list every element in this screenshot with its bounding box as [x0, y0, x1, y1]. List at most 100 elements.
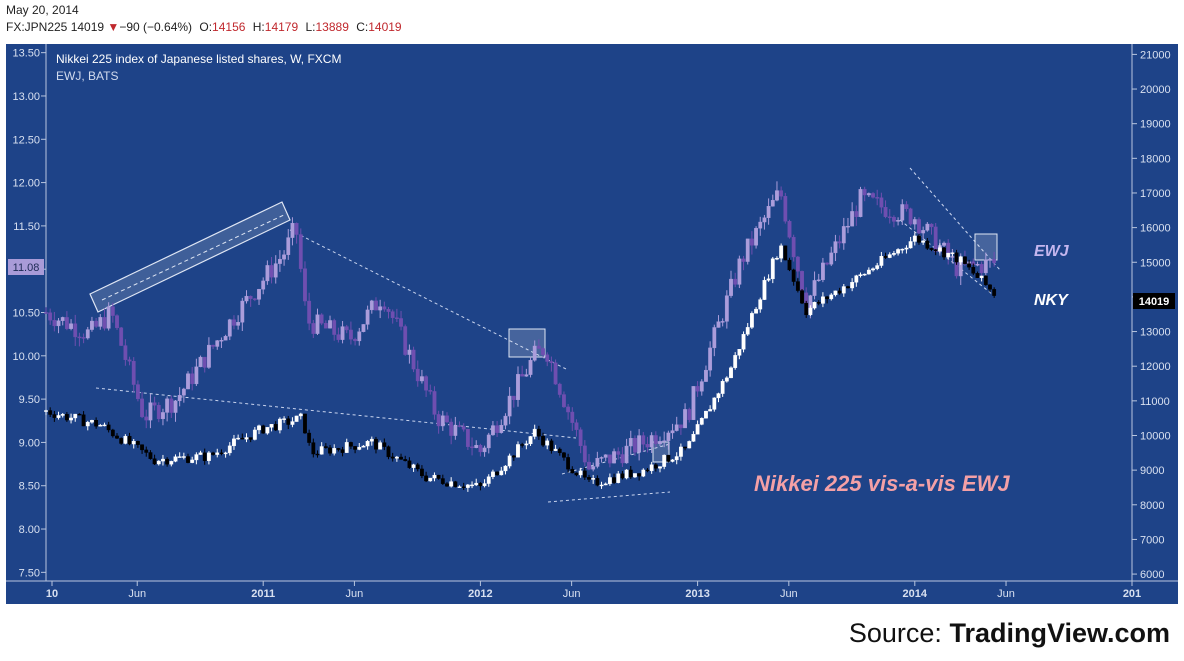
candle-body [94, 420, 99, 427]
candle-body [520, 374, 525, 377]
candle-body [791, 269, 796, 282]
candle-body [269, 265, 274, 278]
candle-body [587, 461, 591, 470]
chart-frame[interactable]: 13.5013.0012.5012.0011.5011.0010.5010.00… [6, 44, 1178, 604]
plot-background[interactable] [6, 44, 1178, 604]
candle-body [674, 424, 679, 431]
candle-body [649, 435, 654, 448]
left-tick-label: 10.50 [12, 308, 40, 320]
nky-candles [44, 232, 997, 492]
candle-body [833, 241, 838, 254]
candle-body [73, 413, 78, 419]
candle-body [382, 442, 387, 447]
candle-body [152, 402, 157, 406]
right-tick-label: 20000 [1140, 84, 1171, 96]
candle-body [424, 376, 428, 391]
candle-body [411, 349, 416, 370]
candle-body [315, 453, 320, 456]
candle-body [729, 367, 733, 379]
candle-body [127, 359, 132, 362]
candle-body [48, 312, 53, 321]
candle-body [349, 329, 353, 340]
candle-body [507, 455, 512, 467]
candle-body [846, 225, 850, 228]
candle-body [967, 263, 972, 268]
candle-body [140, 444, 144, 451]
candle-body [637, 473, 642, 477]
ewj-2014-downtrend [909, 167, 1001, 271]
candle-body [206, 452, 211, 461]
candle-body [795, 281, 800, 291]
symbol-label[interactable]: FX:JPN225 [6, 20, 68, 34]
candle-body [850, 211, 855, 227]
candle-body [336, 334, 341, 340]
price-chart[interactable]: 13.5013.0012.5012.0011.5011.0010.5010.00… [6, 44, 1178, 604]
candle-body [474, 482, 479, 486]
candle-body [407, 349, 412, 355]
candle-body [695, 386, 700, 392]
candle-body [816, 279, 821, 282]
candle-body [754, 308, 758, 314]
candle-body [724, 295, 729, 322]
last-price: 14019 [70, 20, 105, 34]
candle-body [716, 393, 721, 399]
candle-body [252, 298, 257, 300]
low-label: L: [305, 20, 316, 34]
candle-body [532, 428, 537, 437]
candle-body [386, 446, 391, 458]
candle-body [106, 424, 111, 431]
right-tick-label: 8000 [1140, 500, 1164, 512]
candle-body [549, 361, 554, 363]
candle-body [298, 413, 303, 417]
candle-body [741, 258, 746, 262]
candle-body [282, 418, 286, 420]
candle-body [607, 477, 612, 485]
candle-body [516, 374, 520, 400]
candle-body [958, 256, 963, 263]
candle-body [741, 334, 746, 350]
candle-body [699, 381, 704, 392]
candle-body [988, 284, 992, 290]
candle-body [582, 445, 587, 463]
candle-body [766, 278, 771, 281]
candle-body [440, 415, 445, 427]
candle-body [516, 444, 520, 458]
candle-body [545, 440, 550, 446]
candle-body [365, 441, 370, 447]
candle-body [754, 227, 758, 246]
candle-body [294, 415, 299, 422]
candle-body [511, 395, 516, 400]
candle-body [670, 430, 675, 434]
candle-body [165, 458, 170, 465]
candle-body [854, 275, 859, 283]
candle-body [323, 323, 328, 329]
candle-body [198, 452, 203, 455]
candle-body [440, 478, 445, 484]
price-change: −90 (−0.64%) [119, 20, 193, 34]
candle-body [315, 314, 320, 334]
candle-body [821, 262, 825, 281]
left-tick-label: 9.00 [19, 437, 40, 449]
candle-body [528, 436, 533, 445]
high-label: H: [252, 20, 265, 34]
candle-body [641, 469, 646, 477]
candle-body [695, 424, 700, 435]
candle-body [265, 265, 270, 282]
source-brand[interactable]: TradingView.com [949, 618, 1170, 648]
candle-body [712, 327, 717, 349]
candle-body [240, 300, 245, 323]
x-axis-ticks: 10 Jun 2011 Jun 2012 Jun 2013 Jun 2014 Jun 201 [46, 581, 1141, 600]
close-label: C: [356, 20, 369, 34]
candle-body [244, 437, 249, 440]
candle-body [303, 268, 307, 302]
candle-body [620, 473, 625, 479]
candle-body [424, 475, 428, 482]
candle-body [729, 278, 733, 296]
candle-body [278, 258, 282, 264]
candle-body [465, 484, 470, 488]
candle-body [390, 456, 395, 459]
candle-body [453, 425, 458, 436]
candle-body [223, 336, 228, 341]
candle-body [186, 373, 190, 390]
candle-body [332, 320, 337, 335]
